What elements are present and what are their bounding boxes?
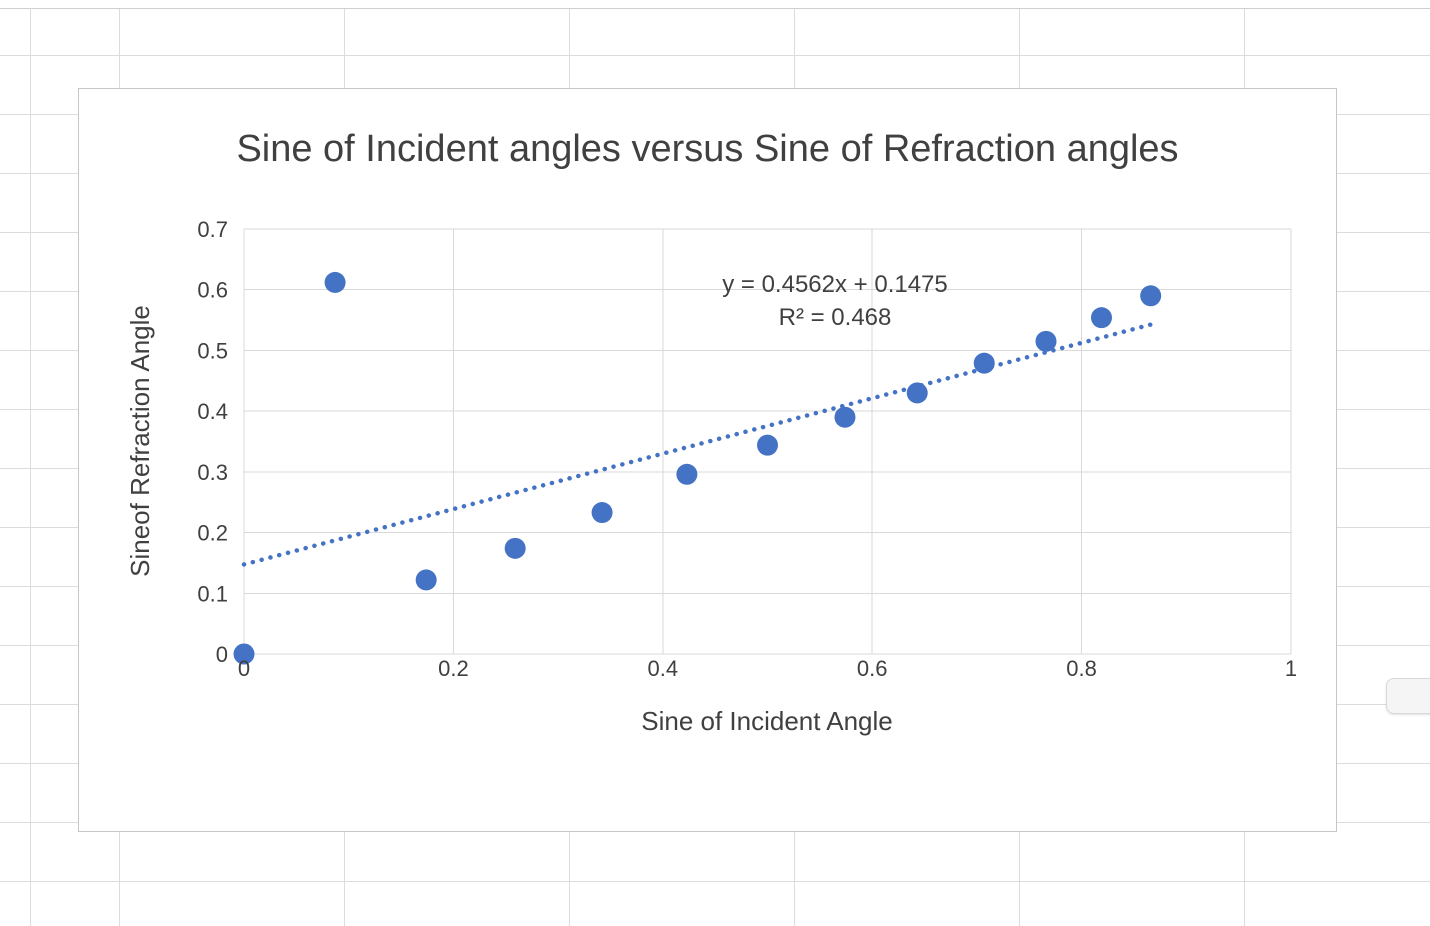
x-tick-label: 0.6 [857, 656, 888, 681]
y-axis-title[interactable]: Sineof Refraction Angle [125, 306, 155, 578]
data-point[interactable] [233, 643, 255, 665]
data-point[interactable] [1140, 285, 1162, 307]
x-tick-label: 0.2 [438, 656, 469, 681]
scrollbar-thumb[interactable] [1386, 678, 1430, 714]
data-point[interactable] [1035, 331, 1057, 353]
y-tick-label: 0.7 [197, 217, 228, 242]
y-tick-label: 0 [216, 642, 228, 667]
data-point[interactable] [324, 272, 346, 294]
trendline-r-squared[interactable]: R² = 0.468 [779, 304, 892, 331]
series-layer [233, 272, 1162, 665]
data-point[interactable] [834, 407, 856, 429]
x-axis-title[interactable]: Sine of Incident Angle [641, 706, 893, 736]
trendline-equation[interactable]: y = 0.4562x + 0.1475 [722, 271, 948, 298]
data-point[interactable] [676, 464, 698, 486]
y-tick-label: 0.1 [197, 582, 228, 607]
data-point[interactable] [591, 502, 613, 524]
x-tick-label: 1 [1285, 656, 1297, 681]
trendline[interactable] [241, 321, 1158, 568]
x-tick-label: 0.4 [648, 656, 679, 681]
y-tick-label: 0.6 [197, 278, 228, 303]
data-point[interactable] [504, 538, 526, 560]
spreadsheet-column-line [30, 8, 31, 926]
y-tick-label: 0.3 [197, 460, 228, 485]
tick-labels-layer: 0 0.1 0.2 0.3 0.4 0.5 0.6 0.7 0 0.2 0.4 0.6 0.8 1 [197, 217, 1297, 681]
chart[interactable]: Sine of Incident angles versus Sine of R… [78, 88, 1337, 832]
data-point[interactable] [415, 569, 437, 591]
x-tick-label: 0.8 [1066, 656, 1097, 681]
x-tick-label: 0 [238, 656, 250, 681]
gridlines-layer [243, 228, 1292, 655]
data-point[interactable] [757, 435, 778, 457]
y-tick-label: 0.2 [197, 521, 228, 546]
data-point[interactable] [1090, 307, 1112, 329]
y-tick-label: 0.5 [197, 339, 228, 364]
chart-title[interactable]: Sine of Incident angles versus Sine of R… [236, 128, 1179, 170]
data-point[interactable] [906, 382, 928, 404]
y-tick-label: 0.4 [197, 400, 228, 425]
plot-area: 0 0.1 0.2 0.3 0.4 0.5 0.6 0.7 0 0.2 0.4 0.6 0.8 1 y =… [125, 217, 1297, 736]
data-point[interactable] [973, 353, 995, 375]
